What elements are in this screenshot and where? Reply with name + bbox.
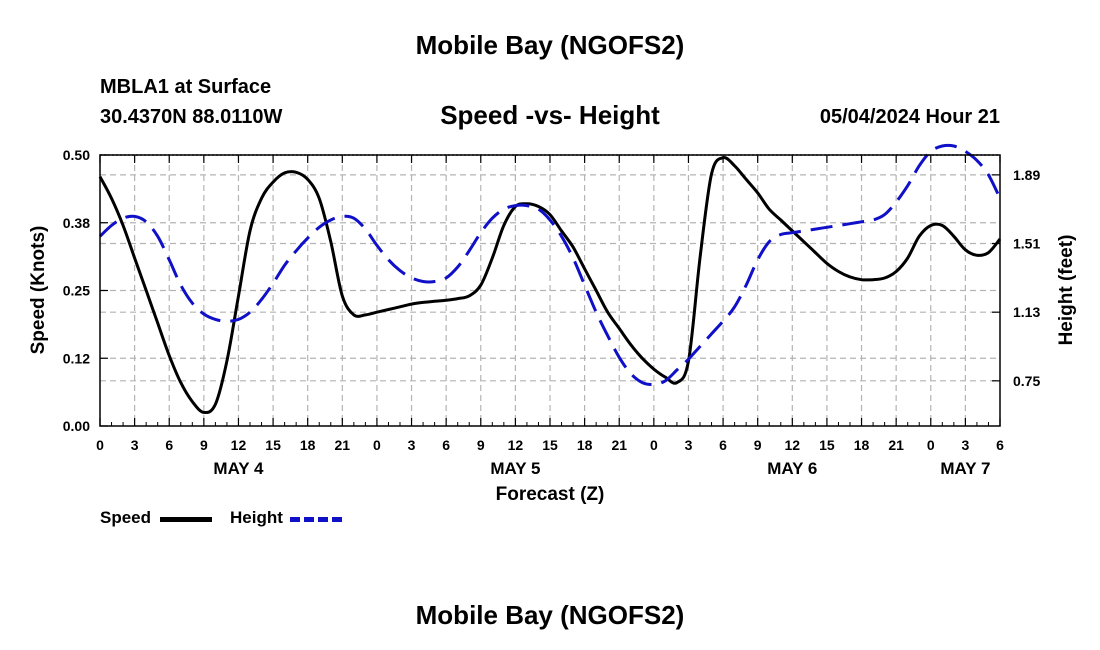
legend-height-label: Height [230, 508, 283, 527]
x-tick-label: 15 [542, 437, 558, 453]
chart-title: Mobile Bay (NGOFS2) [415, 30, 685, 60]
y-axis-label: Speed (Knots) [28, 226, 49, 355]
x-tick-label: 6 [165, 437, 173, 453]
x-tick-label: 3 [685, 437, 693, 453]
x-tick-label: 6 [719, 437, 727, 453]
x-axis-label: Forecast (Z) [496, 484, 605, 505]
x-tick-label: 0 [927, 437, 935, 453]
forecast-datetime: 05/04/2024 Hour 21 [819, 106, 1000, 128]
x-tick-label: 15 [265, 437, 281, 453]
station-label: MBLA1 at Surface [100, 76, 272, 98]
x-tick-label: 12 [231, 437, 247, 453]
y2-tick-label: 1.13 [1013, 304, 1040, 320]
x-tick-label: 15 [819, 437, 835, 453]
y-tick-label: 0.25 [63, 283, 90, 299]
coordinates-label: 30.4370N 88.0110W [100, 106, 283, 128]
y-tick-label: 0.12 [63, 350, 90, 366]
grid [100, 154, 1000, 426]
x-tick-label: 12 [508, 437, 524, 453]
x-tick-label: 9 [477, 437, 485, 453]
date-label: MAY 6 [767, 459, 817, 478]
y-tick-label: 0.38 [63, 215, 90, 231]
axes: 0 3 6 9 12 15 18 21 0 3 6 9 12 15 18 21 0 3 6 9 12 15 18 21 0 3 6M… [63, 147, 1041, 478]
date-label: MAY 5 [490, 459, 540, 478]
x-tick-label: 6 [442, 437, 450, 453]
chart-subtitle: Speed -vs- Height [440, 100, 660, 130]
x-tick-label: 21 [611, 437, 627, 453]
y2-tick-label: 1.89 [1013, 167, 1040, 183]
x-tick-label: 9 [200, 437, 208, 453]
legend-speed-label: Speed [100, 508, 152, 527]
date-label: MAY 4 [213, 459, 264, 478]
x-tick-label: 21 [888, 437, 904, 453]
x-tick-label: 18 [577, 437, 593, 453]
x-tick-label: 3 [131, 437, 139, 453]
y-tick-label: 0.50 [63, 147, 90, 163]
legend-speed-swatch [160, 517, 212, 522]
series-layer [98, 143, 1002, 415]
y-tick-label: 0.00 [63, 418, 90, 434]
x-tick-label: 12 [785, 437, 801, 453]
x-tick-label: 9 [754, 437, 762, 453]
y2-tick-label: 1.51 [1013, 236, 1040, 252]
x-tick-label: 0 [650, 437, 658, 453]
y2-tick-label: 0.75 [1013, 373, 1040, 389]
x-tick-label: 18 [854, 437, 870, 453]
legend-height-swatch [290, 517, 342, 522]
height-series-line [98, 143, 1002, 386]
x-tick-label: 6 [996, 437, 1004, 453]
x-tick-label: 3 [408, 437, 416, 453]
date-label: MAY 7 [940, 459, 990, 478]
y2-axis-label: Height (feet) [1056, 235, 1077, 346]
x-tick-label: 3 [961, 437, 969, 453]
x-tick-label: 18 [300, 437, 316, 453]
x-tick-label: 0 [96, 437, 104, 453]
speed-series-line [98, 156, 1002, 415]
footer-title: Mobile Bay (NGOFS2) [415, 600, 685, 630]
x-tick-label: 0 [373, 437, 381, 453]
x-tick-label: 21 [335, 437, 351, 453]
